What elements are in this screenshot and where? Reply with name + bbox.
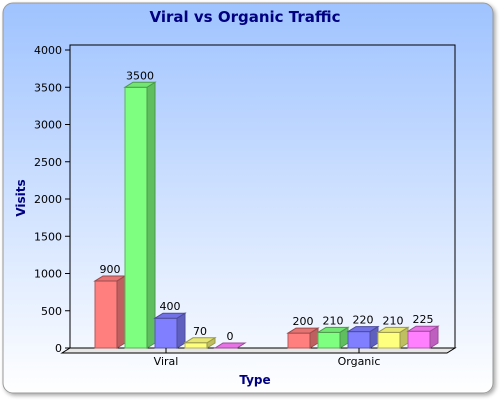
bar (154, 317, 178, 349)
bar-side (116, 275, 126, 349)
data-label: 200 (293, 315, 314, 328)
data-label: 210 (383, 314, 404, 327)
y-tick-label: 2500 (34, 156, 62, 169)
bar-top (316, 326, 350, 333)
bar (347, 331, 371, 349)
data-label: 220 (353, 314, 374, 327)
bar (407, 330, 431, 349)
y-tick-label: 4000 (34, 44, 62, 57)
y-tick-label: 2000 (34, 193, 62, 206)
plot-floor (60, 347, 457, 354)
x-axis-label: Type (239, 373, 270, 387)
x-tick-label: Organic (338, 355, 381, 368)
y-tick-label: 500 (41, 305, 62, 318)
y-tick-label: 3500 (34, 81, 62, 94)
data-label: 70 (193, 325, 207, 338)
bar (184, 342, 208, 349)
y-tick-label: 0 (55, 342, 62, 355)
bar-top (406, 325, 440, 332)
y-tick-label: 3000 (34, 119, 62, 132)
data-label: 225 (413, 313, 434, 326)
data-label: 3500 (126, 69, 154, 82)
y-tick-label: 1500 (34, 230, 62, 243)
bar-top (376, 326, 410, 333)
bar-top (153, 312, 187, 319)
x-tick-label: Viral (154, 355, 179, 368)
bar-side (146, 81, 156, 349)
bar (287, 332, 311, 349)
data-label: 210 (323, 314, 344, 327)
data-label: 0 (227, 330, 234, 343)
bar (317, 331, 341, 349)
bar-top (346, 326, 380, 333)
bar (94, 280, 118, 349)
data-label: 400 (160, 300, 181, 313)
y-tick-label: 1000 (34, 268, 62, 281)
bar-top (123, 81, 157, 88)
y-axis-label: Visits (14, 179, 28, 216)
bar-top (213, 342, 247, 349)
bar-top (183, 337, 217, 344)
chart-title: Viral vs Organic Traffic (150, 8, 341, 26)
data-label: 900 (100, 263, 121, 276)
bar-top (286, 327, 320, 334)
bar-side (176, 312, 186, 349)
plot-area: 0500100015002000250030003500400090035004… (34, 44, 457, 368)
bar (124, 86, 148, 349)
bar (377, 331, 401, 349)
